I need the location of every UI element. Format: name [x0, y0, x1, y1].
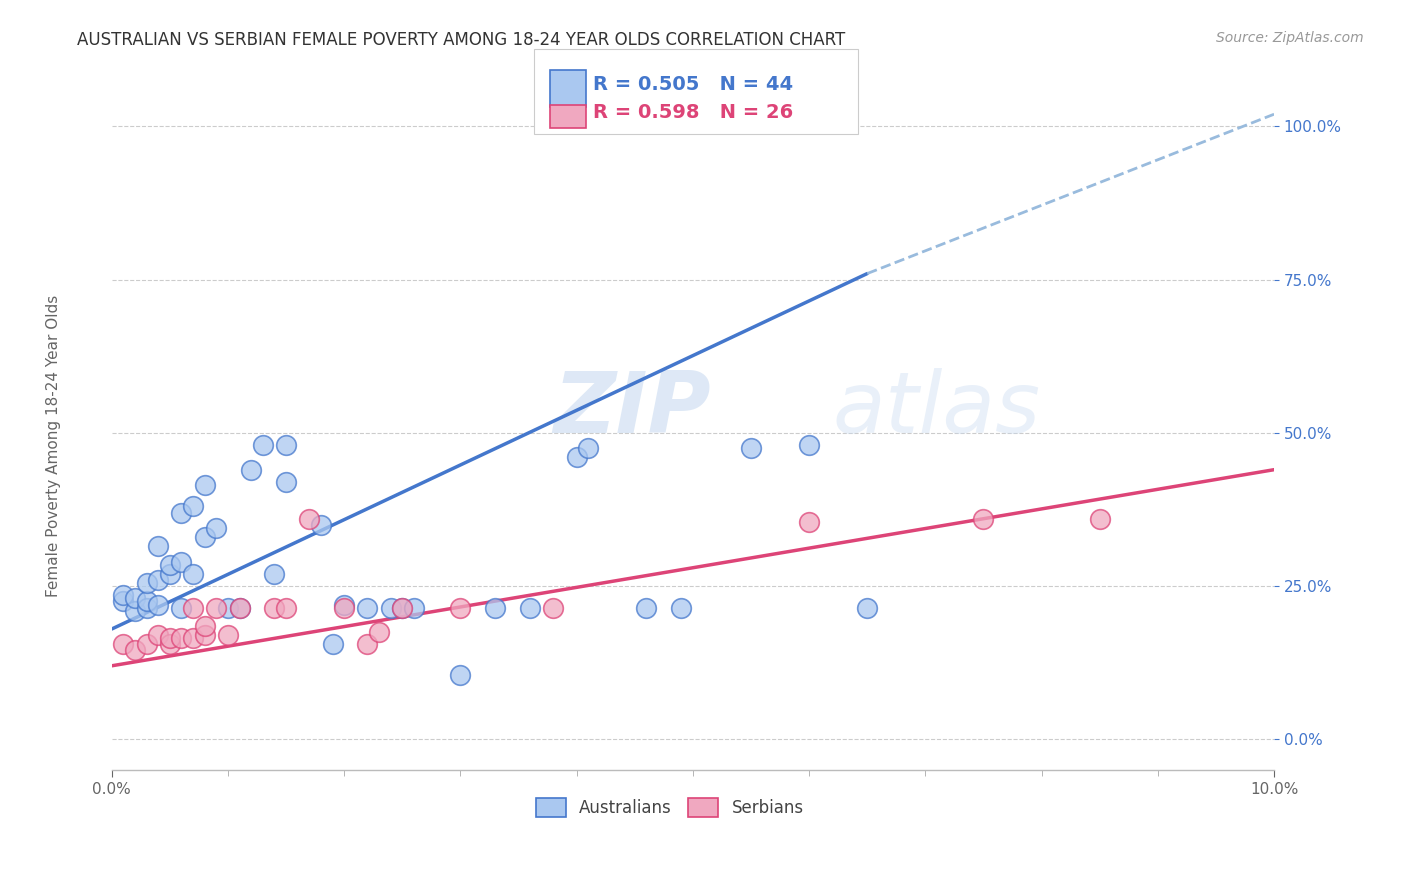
Point — [309, 517, 332, 532]
Point — [181, 566, 204, 581]
Point — [194, 478, 217, 492]
Point — [228, 600, 250, 615]
Point — [298, 512, 321, 526]
Text: R = 0.598   N = 26: R = 0.598 N = 26 — [593, 103, 793, 122]
Point — [356, 637, 378, 651]
Point — [228, 600, 250, 615]
Point — [368, 625, 391, 640]
Point — [170, 600, 193, 615]
Point — [856, 600, 879, 615]
Point — [124, 604, 146, 618]
Point — [159, 558, 181, 572]
Point — [148, 539, 170, 553]
Point — [148, 628, 170, 642]
Legend: Australians, Serbians: Australians, Serbians — [529, 791, 810, 824]
Point — [148, 573, 170, 587]
Point — [159, 637, 181, 651]
Point — [274, 600, 297, 615]
Point — [263, 566, 285, 581]
Text: ZIP: ZIP — [554, 368, 711, 451]
Text: Female Poverty Among 18-24 Year Olds: Female Poverty Among 18-24 Year Olds — [46, 295, 60, 597]
Point — [797, 438, 820, 452]
Point — [148, 598, 170, 612]
Point — [356, 600, 378, 615]
Point — [194, 530, 217, 544]
Point — [333, 598, 356, 612]
Point — [333, 600, 356, 615]
Point — [449, 668, 471, 682]
Point — [263, 600, 285, 615]
Point — [217, 600, 239, 615]
Point — [170, 555, 193, 569]
Point — [135, 576, 157, 591]
Point — [252, 438, 274, 452]
Point — [380, 600, 402, 615]
Point — [170, 506, 193, 520]
Point — [402, 600, 425, 615]
Point — [274, 475, 297, 489]
Point — [391, 600, 413, 615]
Point — [205, 521, 228, 535]
Point — [181, 600, 204, 615]
Point — [217, 628, 239, 642]
Point — [1088, 512, 1111, 526]
Text: AUSTRALIAN VS SERBIAN FEMALE POVERTY AMONG 18-24 YEAR OLDS CORRELATION CHART: AUSTRALIAN VS SERBIAN FEMALE POVERTY AMO… — [77, 31, 845, 49]
Point — [391, 600, 413, 615]
Point — [565, 450, 588, 465]
Point — [484, 600, 506, 615]
Point — [135, 600, 157, 615]
Point — [124, 591, 146, 606]
Point — [135, 594, 157, 608]
Point — [181, 500, 204, 514]
Point — [740, 442, 762, 456]
Point — [797, 515, 820, 529]
Text: atlas: atlas — [832, 368, 1040, 451]
Text: Source: ZipAtlas.com: Source: ZipAtlas.com — [1216, 31, 1364, 45]
Point — [181, 632, 204, 646]
Point — [112, 594, 135, 608]
Point — [112, 637, 135, 651]
Point — [322, 637, 344, 651]
Point — [449, 600, 471, 615]
Point — [159, 632, 181, 646]
Point — [205, 600, 228, 615]
Point — [194, 628, 217, 642]
Point — [240, 463, 263, 477]
Point — [194, 619, 217, 633]
Point — [274, 438, 297, 452]
Text: R = 0.505   N = 44: R = 0.505 N = 44 — [593, 75, 793, 94]
Point — [159, 566, 181, 581]
Point — [519, 600, 541, 615]
Point — [135, 637, 157, 651]
Point — [671, 600, 693, 615]
Point — [636, 600, 658, 615]
Point — [576, 442, 599, 456]
Point — [972, 512, 994, 526]
Point — [112, 588, 135, 602]
Point — [170, 632, 193, 646]
Point — [543, 600, 565, 615]
Point — [124, 643, 146, 657]
